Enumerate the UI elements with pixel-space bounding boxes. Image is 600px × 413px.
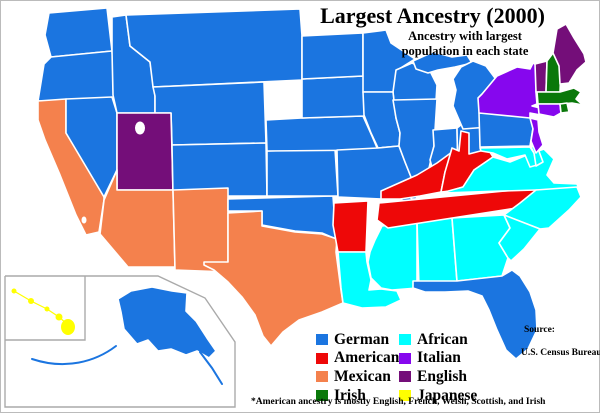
source-value: U.S. Census Bureau [521, 348, 600, 358]
great-salt-lake [135, 121, 145, 135]
legend-item-mexican: Mexican [316, 368, 399, 387]
inset-border [4, 275, 236, 408]
legend-item-english: English [399, 368, 477, 387]
legend-label-american: American [334, 349, 400, 367]
state-VA [440, 148, 581, 194]
hawaii-island [28, 298, 34, 304]
state-AR [332, 200, 369, 253]
state-ND [301, 32, 364, 80]
legend-swatch-irish [316, 390, 328, 402]
state-NJ [529, 117, 544, 154]
state-UT [116, 112, 174, 191]
legend-swatch-german [316, 333, 328, 345]
legend-swatch-mexican [316, 371, 328, 383]
map-title: Largest Ancestry (2000) [320, 3, 545, 28]
state-TX [203, 210, 344, 347]
state-WA [44, 7, 113, 58]
state-AK [117, 286, 217, 359]
legend-label-japanese: Japanese [417, 387, 478, 405]
state-SD [301, 75, 370, 119]
state-SC [498, 214, 541, 262]
legend-item-japanese: Japanese [399, 386, 477, 405]
state-CT [537, 103, 562, 118]
legend-item-american: American [316, 349, 399, 368]
legend-label-mexican: Mexican [334, 368, 391, 386]
aleutian-islands [31, 345, 117, 366]
state-LA [337, 251, 402, 309]
state-NC [503, 186, 582, 230]
salton-sea [81, 216, 87, 224]
legend-swatch-english [399, 371, 411, 383]
footnote: *American ancestry is mostly English, Fr… [251, 397, 546, 407]
legend-column-left: German American Mexican Irish [316, 330, 399, 405]
legend-label-english: English [417, 368, 467, 386]
legend-label-irish: Irish [334, 387, 366, 405]
state-AZ [99, 169, 176, 268]
legend-swatch-japanese [399, 390, 411, 402]
state-NM [172, 187, 229, 273]
source-label: Source: [524, 325, 555, 335]
state-KS [266, 148, 339, 197]
legend-item-german: German [316, 330, 399, 349]
map-subtitle: Ancestry with largest population in each… [385, 29, 545, 59]
hawaii-inset-border [5, 276, 86, 341]
state-HI [61, 319, 75, 335]
state-FL [412, 269, 538, 360]
legend-label-italian: Italian [417, 349, 461, 367]
legend-item-italian: Italian [399, 349, 477, 368]
contiguous-states [37, 7, 587, 360]
legend-swatch-american [316, 352, 328, 364]
alaska-panhandle [199, 351, 223, 385]
state-OR [37, 50, 117, 102]
hawaii-island [44, 306, 50, 312]
state-MS [367, 221, 418, 291]
state-RI [559, 102, 570, 114]
state-NY [477, 62, 552, 119]
legend-column-right: African Italian English Japanese [399, 330, 477, 405]
subtitle-line-1: Ancestry with largest [408, 29, 522, 43]
legend-swatch-african [399, 333, 411, 345]
legend-item-african: African [399, 330, 477, 349]
legend-swatch-italian [399, 352, 411, 364]
state-AL [416, 217, 458, 292]
alaska-hawaii-inset [4, 275, 236, 408]
legend-item-irish: Irish [316, 386, 399, 405]
legend-label-german: German [334, 330, 390, 348]
subtitle-line-2: population in each state [401, 44, 529, 58]
hawaii-island [11, 288, 17, 294]
state-VT [534, 60, 548, 93]
state-ME [552, 23, 587, 85]
hawaii-island [55, 313, 63, 321]
state-MT [125, 8, 303, 88]
state-NE [265, 115, 379, 152]
legend-label-african: African [417, 330, 468, 348]
